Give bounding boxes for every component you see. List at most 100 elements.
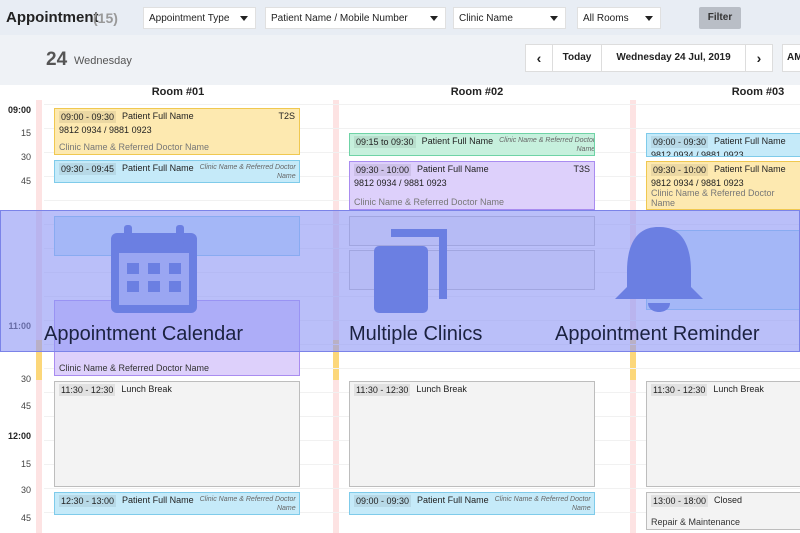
appointment[interactable]: 09:30 - 10:00 Patient Full Name 9812 0934 … (646, 161, 800, 210)
time-label: 45 (20, 513, 31, 523)
patient-name: Patient Full Name (417, 164, 489, 174)
room-header: Room #03 (731, 86, 785, 98)
appointment-header: 13:00 - 18:00 Closed (651, 495, 800, 507)
appointment[interactable]: 09:30 - 10:00 Patient Full Name T3S 9812 09… (349, 161, 595, 210)
row-line (44, 128, 800, 129)
room-header: Room #01 (151, 86, 205, 98)
patient-name: Lunch Break (713, 384, 764, 394)
clinic-note-line: Clinic Name & Referred Doctor (494, 496, 591, 503)
dropdown[interactable]: Clinic Name (453, 7, 566, 29)
appointment-time: 09:30 - 09:45 (59, 163, 117, 175)
prev-button[interactable]: ‹ (525, 44, 553, 72)
row-line (44, 368, 800, 369)
phone: 9812 0934 / 9881 0923 (59, 125, 152, 135)
clinic-note-line: Name (276, 173, 296, 180)
appointment-tag: T2S (278, 111, 295, 121)
appointment-time: 09:30 - 10:00 (354, 164, 412, 176)
patient-name: Lunch Break (121, 384, 172, 394)
clinic-note-line: Clinic Name & Referred Doctor (199, 496, 296, 503)
patient-name: Closed (714, 495, 743, 505)
clinic-note-line: Name (276, 505, 296, 512)
clinic: Clinic Name & Referred Doctor Name (59, 142, 210, 152)
count: (15) (93, 10, 118, 26)
clinic-note: Clinic Name & Referred Doctor Name (495, 495, 591, 513)
patient-name: Patient Full Name (714, 164, 786, 174)
appointment[interactable]: 09:30 - 09:45 Patient Full Name Clinic Nam… (54, 160, 300, 183)
phone: 9812 0934 / 9881 0923 (651, 178, 744, 188)
patient-name: Patient Full Name (714, 136, 786, 146)
today-button[interactable]: Today (552, 44, 602, 72)
column-strip (630, 340, 636, 380)
period-button[interactable]: AM (782, 44, 800, 72)
clinic: Clinic Name & Referred Doctor Name (354, 197, 505, 207)
time-label: 30 (20, 152, 31, 162)
clinic: Clinic Name & Referred Doctor Name (59, 363, 210, 373)
dropdown[interactable]: Appointment Type (143, 7, 256, 29)
column-strip (333, 340, 339, 380)
time-label: 45 (20, 401, 31, 411)
dropdown[interactable]: All Rooms (577, 7, 661, 29)
page-title: Appointment (6, 9, 99, 26)
appointment-time: 09:00 - 09:30 (59, 111, 117, 123)
appointment[interactable]: 11:30 - 12:30 Lunch Break (54, 381, 300, 487)
appointment-time: 11:30 - 12:30 (651, 384, 708, 396)
clinic-note: Clinic Name & Referred Doctor Name (200, 163, 296, 181)
appointment[interactable]: 09:00 - 09:30 Patient Full Name 9812 0934 … (646, 133, 800, 157)
clinic: Clinic Name & Referred Doctor Name (651, 188, 775, 208)
copy-icon (374, 229, 447, 313)
time-label: 30 (20, 374, 31, 384)
appointment-time: 09:30 - 10:00 (651, 164, 709, 176)
appointment-header: 09:30 - 10:00 Patient Full Name (651, 164, 800, 176)
appointment-header: 09:30 - 10:00 Patient Full Name T3S (354, 164, 590, 176)
bell-icon (615, 227, 703, 312)
patient-name: Patient Full Name (122, 495, 194, 505)
appointment-header: 09:00 - 09:30 Patient Full Name Clinic Nam… (354, 495, 591, 513)
phone: 9812 0934 / 9881 0923 (651, 150, 744, 157)
time-label: 45 (20, 176, 31, 186)
appointment[interactable]: 11:30 - 12:30 Lunch Break (349, 381, 595, 487)
time-label: 15 (20, 128, 31, 138)
date-display: Wednesday 24 Jul, 2019 (601, 44, 746, 72)
calendar-icon (111, 225, 197, 313)
clinic-note-line: Clinic Name & Referred Doctor (499, 137, 595, 144)
appointment-header: 11:30 - 12:30 Lunch Break (354, 384, 590, 396)
appointment-time: 09:00 - 09:30 (354, 495, 412, 507)
next-button[interactable]: › (745, 44, 773, 72)
feature-icons (111, 225, 703, 313)
search-input[interactable]: Patient Name / Mobile Number (265, 7, 446, 29)
appointment-time: 12:30 - 13:00 (59, 495, 117, 507)
appointment[interactable]: 12:30 - 13:00 Patient Full Name Clinic Nam… (54, 492, 300, 515)
appointment-header: 11:30 - 12:30 Lunch Break (651, 384, 800, 396)
filter-button[interactable]: Filter (699, 7, 741, 29)
weekday: Wednesday (74, 55, 132, 67)
appointment[interactable]: 11:30 - 12:30 Lunch Break (646, 381, 800, 487)
appointment[interactable]: 09:15 to 09:30 Patient Full Name Clinic Na… (349, 133, 595, 156)
patient-name: Patient Full Name (122, 111, 194, 121)
patient-name: Patient Full Name (421, 136, 494, 146)
phone: 9812 0934 / 9881 0923 (354, 178, 447, 188)
appointment-tag: T3S (573, 164, 590, 174)
appointment[interactable]: 09:00 - 09:30 Patient Full Name T2S 9812 09… (54, 108, 300, 155)
room-header: Room #02 (450, 86, 504, 98)
appointment-time: 09:00 - 09:30 (651, 136, 709, 148)
patient-name: Patient Full Name (417, 495, 489, 505)
appointment[interactable]: 09:00 - 09:30 Patient Full Name Clinic Nam… (349, 492, 595, 515)
appointment-time: 11:30 - 12:30 (354, 384, 411, 396)
time-label: 30 (20, 485, 31, 495)
time-label: 15 (20, 459, 31, 469)
patient-name: Patient Full Name (122, 163, 194, 173)
appointment-header: 09:00 - 09:30 Patient Full Name (651, 136, 800, 148)
feature-label: Appointment Calendar (44, 323, 244, 345)
day: 24 (46, 49, 68, 70)
appointment-header: 09:00 - 09:30 Patient Full Name T2S (59, 111, 295, 123)
time-label: 09:00 (7, 105, 31, 115)
appointment-time: 11:30 - 12:30 (59, 384, 116, 396)
clinic: Repair & Maintenance (651, 517, 741, 527)
top-bar: Appointment (15) Appointment Type Patien… (0, 0, 800, 35)
appointment[interactable]: 13:00 - 18:00 Closed Repair & Maintenance (646, 492, 800, 530)
clinic-note-line: Name (576, 146, 595, 153)
clinic-note-line: Name (571, 505, 591, 512)
row-line (44, 488, 800, 489)
column-strip (36, 340, 42, 380)
